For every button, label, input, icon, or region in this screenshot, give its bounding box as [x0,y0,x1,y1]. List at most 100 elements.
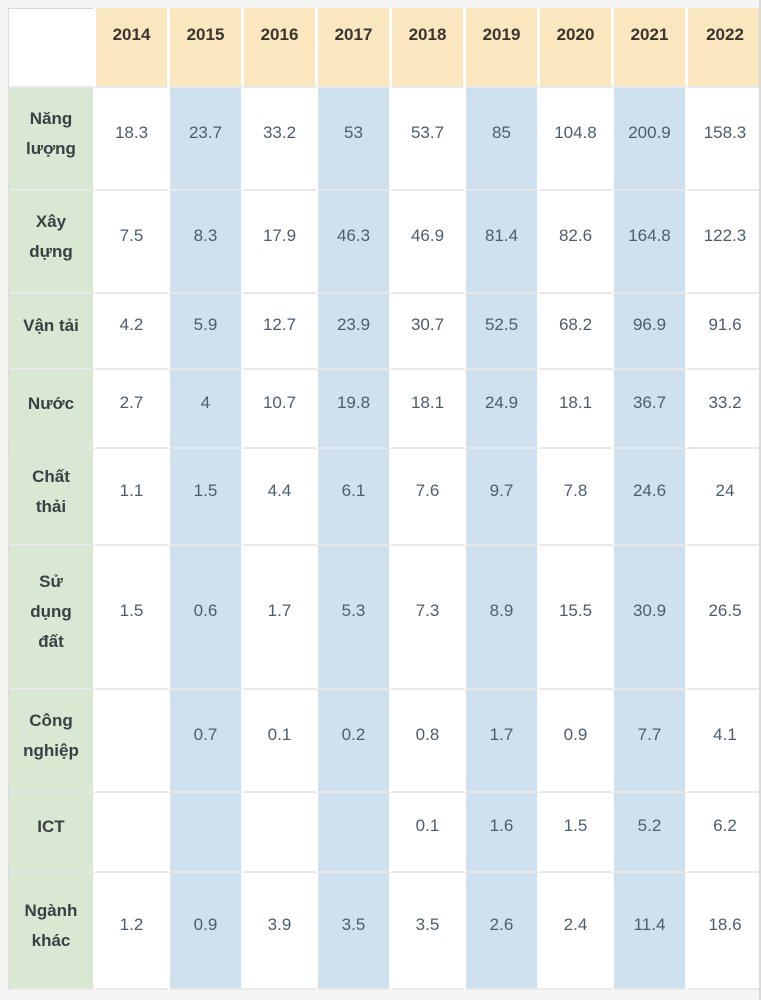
value-cell: 53.7 [392,88,466,191]
table-row: Ngành khác 1.2 0.9 3.9 3.5 3.5 2.6 2.4 11.4 18.6 [9,873,761,990]
page-right-border [759,0,761,1000]
value-cell: 4.4 [244,449,318,546]
value-cell: 6.2 [688,793,761,873]
value-cell: 0.8 [392,690,466,793]
value-cell: 68.2 [540,294,614,370]
value-cell: 7.5 [96,191,170,294]
value-cell: 9.7 [466,449,540,546]
data-table-container: 2014 2015 2016 2017 2018 2019 2020 2021 2022 Năn… [8,8,761,990]
value-cell: 4.1 [688,690,761,793]
table-row: Chất thải 1.1 1.5 4.4 6.1 7.6 9.7 7.8 24.6 24 [9,449,761,546]
year-header-cell: 2021 [614,8,688,88]
value-cell: 23.9 [318,294,392,370]
value-cell: 18.1 [540,370,614,449]
year-header-cell: 2022 [688,8,761,88]
value-cell: 4 [170,370,244,449]
value-cell: 15.5 [540,546,614,690]
value-cell: 0.2 [318,690,392,793]
table-row: ICT 0.1 1.6 1.5 5.2 6.2 [9,793,761,873]
value-cell: 8.3 [170,191,244,294]
value-cell: 1.7 [466,690,540,793]
table-body: Năng lượng 18.3 23.7 33.2 53 53.7 85 104.8 200.9… [9,88,761,990]
value-cell: 7.7 [614,690,688,793]
value-cell: 17.9 [244,191,318,294]
value-cell: 2.4 [540,873,614,990]
value-cell: 8.9 [466,546,540,690]
value-cell: 36.7 [614,370,688,449]
header-row: 2014 2015 2016 2017 2018 2019 2020 2021 2022 [9,8,761,88]
table-row: Vận tải 4.2 5.9 12.7 23.9 30.7 52.5 68.2 96.9 91.… [9,294,761,370]
value-cell: 1.5 [540,793,614,873]
corner-cell [9,8,96,88]
data-table: 2014 2015 2016 2017 2018 2019 2020 2021 2022 Năn… [9,8,761,990]
value-cell: 5.9 [170,294,244,370]
value-cell: 158.3 [688,88,761,191]
value-cell: 4.2 [96,294,170,370]
value-cell: 18.3 [96,88,170,191]
value-cell: 82.6 [540,191,614,294]
value-cell: 24.9 [466,370,540,449]
value-cell: 3.5 [392,873,466,990]
table-row: Xây dựng 7.5 8.3 17.9 46.3 46.9 81.4 82.6 164.8 1… [9,191,761,294]
value-cell: 33.2 [244,88,318,191]
value-cell: 81.4 [466,191,540,294]
value-cell: 3.9 [244,873,318,990]
row-label-cell: Sử dụng đất [9,546,96,690]
table-row: Năng lượng 18.3 23.7 33.2 53 53.7 85 104.8 200.9… [9,88,761,191]
value-cell: 26.5 [688,546,761,690]
value-cell: 46.3 [318,191,392,294]
value-cell: 30.9 [614,546,688,690]
value-cell [318,793,392,873]
value-cell: 24 [688,449,761,546]
value-cell: 0.9 [170,873,244,990]
row-label-cell: ICT [9,793,96,873]
row-label-cell: Công nghiệp [9,690,96,793]
value-cell: 12.7 [244,294,318,370]
value-cell: 30.7 [392,294,466,370]
value-cell: 11.4 [614,873,688,990]
value-cell: 19.8 [318,370,392,449]
value-cell: 18.6 [688,873,761,990]
value-cell: 122.3 [688,191,761,294]
value-cell: 2.7 [96,370,170,449]
table-row: Công nghiệp 0.7 0.1 0.2 0.8 1.7 0.9 7.7 4.1 [9,690,761,793]
value-cell: 18.1 [392,370,466,449]
row-label-cell: Chất thải [9,449,96,546]
year-header-cell: 2018 [392,8,466,88]
row-label-cell: Xây dựng [9,191,96,294]
table-row: Nước 2.7 4 10.7 19.8 18.1 24.9 18.1 36.7 33.2 [9,370,761,449]
value-cell: 7.3 [392,546,466,690]
value-cell: 96.9 [614,294,688,370]
value-cell: 10.7 [244,370,318,449]
value-cell [244,793,318,873]
value-cell: 5.3 [318,546,392,690]
value-cell: 1.5 [96,546,170,690]
value-cell: 24.6 [614,449,688,546]
year-header-cell: 2017 [318,8,392,88]
table-row: Sử dụng đất 1.5 0.6 1.7 5.3 7.3 8.9 15.5 30.9 26.… [9,546,761,690]
value-cell: 0.6 [170,546,244,690]
value-cell: 3.5 [318,873,392,990]
value-cell: 6.1 [318,449,392,546]
value-cell: 23.7 [170,88,244,191]
value-cell: 5.2 [614,793,688,873]
value-cell: 46.9 [392,191,466,294]
value-cell [96,793,170,873]
value-cell: 7.8 [540,449,614,546]
value-cell: 0.1 [244,690,318,793]
year-header-cell: 2020 [540,8,614,88]
year-header-cell: 2016 [244,8,318,88]
value-cell: 1.1 [96,449,170,546]
year-header-cell: 2014 [96,8,170,88]
value-cell: 85 [466,88,540,191]
value-cell: 2.6 [466,873,540,990]
value-cell: 91.6 [688,294,761,370]
value-cell: 0.9 [540,690,614,793]
value-cell: 1.2 [96,873,170,990]
value-cell [96,690,170,793]
row-label-cell: Vận tải [9,294,96,370]
row-label-cell: Nước [9,370,96,449]
value-cell: 1.5 [170,449,244,546]
value-cell: 164.8 [614,191,688,294]
value-cell: 52.5 [466,294,540,370]
